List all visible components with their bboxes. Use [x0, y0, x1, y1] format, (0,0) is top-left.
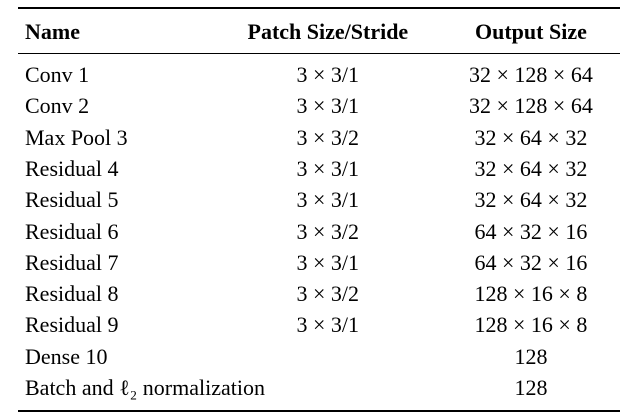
mid-rule: [18, 53, 620, 54]
table-cell: Conv 1: [25, 62, 90, 87]
table-cell: Max Pool 3: [25, 124, 128, 150]
table-cell: Residual 7: [25, 249, 119, 275]
table-cell: 3 × 3/1: [296, 155, 360, 181]
table-cell: Batch and ℓ₂ normalization: [25, 375, 265, 400]
table-cell: 3 × 3/1: [296, 187, 360, 213]
table-cell: Conv 2: [25, 93, 90, 119]
header-cell: Name: [25, 19, 80, 44]
table-cell: 3 × 3/1: [296, 249, 360, 275]
table-cell: 128: [514, 343, 548, 369]
table-cell: 128 × 16 × 8: [474, 312, 588, 338]
table-cell: 32 × 128 × 64: [469, 62, 593, 87]
table-cell: 128: [514, 375, 548, 400]
table-cell: 3 × 3/1: [296, 312, 360, 338]
top-rule: [18, 7, 620, 9]
table-cell: 3 × 3/2: [296, 124, 360, 150]
table-cell: 32 × 64 × 32: [474, 187, 588, 213]
table-cell: Residual 5: [25, 187, 119, 213]
table-cell: 64 × 32 × 16: [474, 218, 588, 244]
header-cell: Output Size: [475, 19, 587, 44]
table-cell: 32 × 64 × 32: [474, 155, 588, 181]
table-cell: 32 × 64 × 32: [474, 124, 588, 150]
table-cell: Residual 8: [25, 281, 119, 307]
table-cell: 3 × 3/1: [296, 62, 360, 87]
bottom-rule: [18, 410, 620, 412]
table-cell: Residual 4: [25, 155, 119, 181]
table-cell: Dense 10: [25, 343, 108, 369]
header-cell: Patch Size/Stride: [247, 19, 409, 44]
table-cell: 3 × 3/2: [296, 218, 360, 244]
table-cell: 32 × 128 × 64: [469, 93, 593, 119]
table-cell: Residual 6: [25, 218, 119, 244]
table-cell: 128 × 16 × 8: [474, 281, 588, 307]
table-cell: Residual 9: [25, 312, 119, 338]
table-cell: 64 × 32 × 16: [474, 249, 588, 275]
table-cell: 3 × 3/1: [296, 93, 360, 119]
table-cell: 3 × 3/2: [296, 281, 360, 307]
